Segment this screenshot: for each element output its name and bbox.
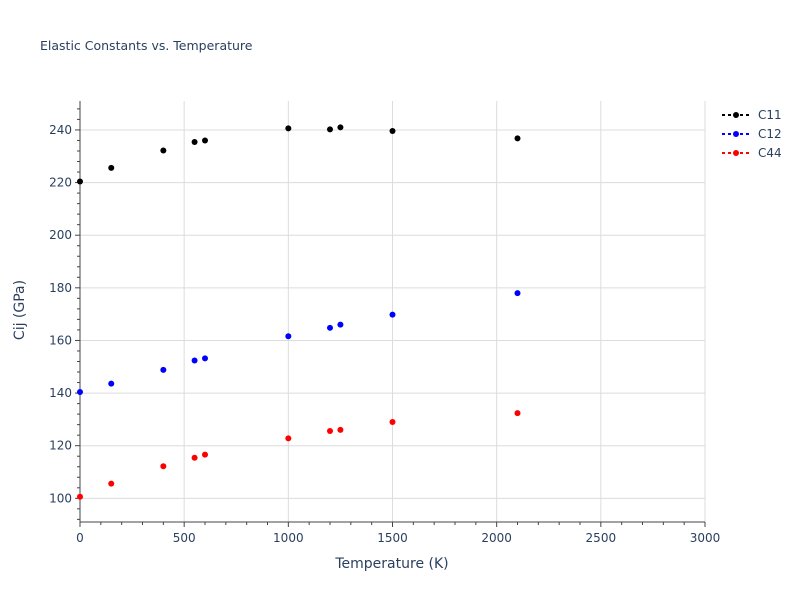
- data-point[interactable]: [202, 355, 208, 362]
- data-point[interactable]: [191, 139, 198, 146]
- series-c12: [77, 290, 521, 396]
- data-point[interactable]: [285, 125, 292, 132]
- data-point[interactable]: [514, 410, 521, 417]
- data-point[interactable]: [514, 290, 521, 297]
- y-tick-label: 180: [49, 281, 72, 295]
- legend-label: C44: [758, 146, 782, 160]
- data-point[interactable]: [108, 480, 115, 487]
- y-tick-label: 100: [49, 491, 72, 505]
- legend[interactable]: C11 C12 C44: [722, 108, 782, 160]
- data-point[interactable]: [389, 419, 396, 426]
- series-c11: [77, 124, 521, 185]
- data-point[interactable]: [160, 463, 167, 470]
- chart-title: Elastic Constants vs. Temperature: [40, 38, 253, 53]
- data-point[interactable]: [327, 427, 333, 434]
- data-point[interactable]: [327, 126, 333, 133]
- grid: [80, 101, 706, 522]
- data-point[interactable]: [337, 124, 344, 131]
- y-tick-label: 120: [49, 439, 72, 453]
- x-tick-label: 2000: [481, 531, 512, 545]
- y-tick-label: 220: [49, 176, 72, 190]
- legend-label: C11: [758, 108, 782, 122]
- data-point[interactable]: [202, 451, 208, 458]
- data-point[interactable]: [160, 147, 167, 154]
- x-tick-label: 1500: [377, 531, 408, 545]
- y-axis-title: Cij (GPa): [12, 280, 28, 340]
- x-tick-label: 0: [76, 531, 84, 545]
- axes: [75, 101, 706, 527]
- y-tick-label: 240: [49, 123, 72, 137]
- data-point[interactable]: [389, 311, 396, 318]
- y-tick-label: 140: [49, 386, 72, 400]
- legend-item-c44[interactable]: C44: [722, 146, 782, 160]
- legend-marker: [733, 112, 739, 118]
- data-point[interactable]: [514, 135, 521, 142]
- data-point[interactable]: [77, 389, 83, 396]
- data-point[interactable]: [202, 137, 208, 144]
- data-points: [77, 124, 521, 500]
- x-tick-label: 500: [173, 531, 196, 545]
- data-point[interactable]: [191, 454, 198, 461]
- data-point[interactable]: [337, 321, 344, 328]
- data-point[interactable]: [285, 435, 292, 442]
- data-point[interactable]: [191, 357, 198, 364]
- legend-marker: [733, 150, 739, 156]
- x-axis-title: Temperature (K): [334, 556, 448, 572]
- x-tick-label: 1000: [273, 531, 304, 545]
- data-point[interactable]: [285, 333, 292, 340]
- data-point[interactable]: [108, 380, 115, 387]
- data-point[interactable]: [108, 164, 115, 171]
- legend-item-c11[interactable]: C11: [722, 108, 782, 122]
- legend-marker: [733, 131, 739, 137]
- data-point[interactable]: [160, 366, 167, 373]
- legend-item-c12[interactable]: C12: [722, 127, 782, 141]
- y-tick-label: 160: [49, 333, 72, 347]
- x-tick-label: 2500: [586, 531, 617, 545]
- x-tick-label: 3000: [690, 531, 721, 545]
- legend-label: C12: [758, 127, 782, 141]
- data-point[interactable]: [327, 324, 333, 331]
- tick-labels: 0 500 1000 1500 2000 2500 3000 100 120 140 160 180 2…: [49, 123, 720, 545]
- data-point[interactable]: [389, 127, 396, 134]
- data-point[interactable]: [77, 178, 83, 185]
- data-point[interactable]: [337, 426, 344, 433]
- series-c44: [77, 410, 521, 500]
- y-tick-label: 200: [49, 228, 72, 242]
- data-point[interactable]: [77, 493, 83, 500]
